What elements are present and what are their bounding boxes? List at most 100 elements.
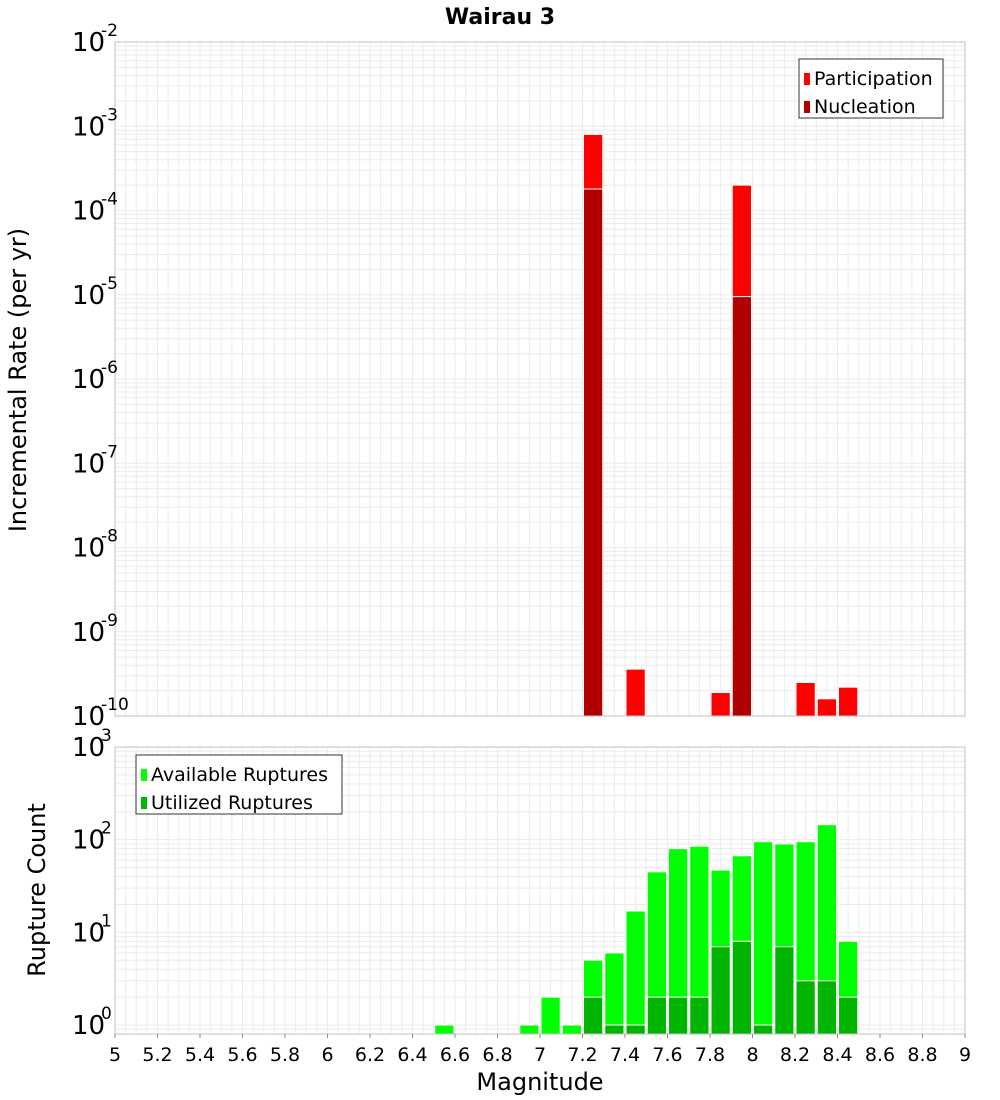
y-tick-base: 10	[72, 534, 105, 564]
x-tick-label: 6.8	[482, 1044, 512, 1066]
participation-bar	[625, 668, 646, 717]
top-plot-frame	[114, 41, 966, 717]
available-ruptures-bar	[625, 910, 646, 1035]
participation-bar	[795, 681, 816, 717]
utilized-ruptures-bar	[731, 940, 752, 1035]
x-tick-label: 6.2	[355, 1044, 385, 1066]
y-tick-base: 10	[72, 112, 105, 142]
legend-swatch	[141, 797, 147, 809]
participation-bar	[838, 686, 859, 717]
y-tick-exponent: 3	[101, 726, 112, 746]
utilized-ruptures-bar	[668, 996, 689, 1035]
top-panel: 10-210-310-410-510-610-710-810-910-10 In…	[4, 21, 966, 732]
legend-entry-label: Nucleation	[814, 96, 916, 118]
top-y-tick-labels: 10-210-310-410-510-610-710-810-910-10	[72, 21, 129, 732]
y-tick-label: 10-5	[72, 274, 118, 311]
x-tick-label: 7.2	[567, 1044, 597, 1066]
x-tick-label: 5.6	[227, 1044, 257, 1066]
x-tick-label: 8.6	[865, 1044, 895, 1066]
utilized-ruptures-bar	[838, 996, 859, 1035]
nucleation-bar	[583, 188, 604, 717]
legend-swatch	[804, 73, 810, 85]
chart-title: Wairau 3	[445, 5, 555, 30]
legend-entry-label: Available Ruptures	[151, 764, 328, 786]
available-ruptures-bar	[561, 1024, 582, 1035]
y-tick-exponent: -2	[101, 21, 118, 41]
available-ruptures-bar	[753, 841, 774, 1035]
y-tick-exponent: -6	[101, 358, 118, 378]
utilized-ruptures-bar	[604, 1024, 625, 1035]
x-tick-label: 8.2	[780, 1044, 810, 1066]
top-grid	[114, 41, 966, 717]
bottom-y-axis-label: Rupture Count	[23, 803, 51, 977]
legend-entry-label: Participation	[814, 68, 933, 90]
bottom-bars	[434, 824, 859, 1035]
x-tick-label: 6.4	[397, 1044, 427, 1066]
available-ruptures-bar	[540, 996, 561, 1035]
x-tick-label: 7.4	[610, 1044, 640, 1066]
utilized-ruptures-bar	[689, 996, 710, 1035]
x-tick-labels: 5 5.2 5.4 5.6 5.8 6 6.2 6.4 6.6 6.8 7 7.2 7.4 7.6 7.8 8…	[109, 1034, 971, 1066]
y-tick-exponent: 2	[101, 819, 112, 839]
bottom-legend: Available Ruptures Utilized Ruptures	[135, 754, 343, 815]
x-tick-label: 6	[321, 1044, 333, 1066]
y-tick-base: 10	[72, 197, 105, 227]
y-tick-label: 101	[72, 911, 112, 948]
y-tick-label: 10-3	[72, 105, 118, 142]
y-tick-label: 103	[72, 726, 112, 763]
x-axis-label: Magnitude	[476, 1068, 603, 1096]
x-tick-label: 6.6	[440, 1044, 470, 1066]
y-tick-label: 10-4	[72, 190, 118, 227]
y-tick-base: 10	[72, 702, 105, 732]
participation-bar	[816, 698, 837, 717]
legend-swatch	[804, 101, 810, 113]
participation-bar	[710, 692, 731, 717]
y-tick-base: 10	[72, 28, 105, 58]
y-tick-base: 10	[72, 365, 105, 395]
y-tick-exponent: -10	[101, 695, 129, 715]
utilized-ruptures-bar	[816, 980, 837, 1035]
utilized-ruptures-bar	[625, 1024, 646, 1035]
x-tick-label: 7.6	[652, 1044, 682, 1066]
utilized-ruptures-bar	[710, 946, 731, 1035]
y-tick-exponent: 0	[101, 1004, 112, 1024]
top-y-axis-label: Incremental Rate (per yr)	[4, 228, 32, 532]
x-tick-label: 9	[959, 1044, 971, 1066]
y-tick-base: 10	[72, 826, 105, 856]
y-tick-label: 10-9	[72, 611, 118, 648]
y-tick-exponent: -5	[101, 274, 118, 294]
utilized-ruptures-bar	[774, 946, 795, 1035]
legend-box	[798, 58, 944, 119]
legend-box	[135, 754, 343, 815]
y-tick-exponent: -3	[101, 105, 118, 125]
y-tick-base: 10	[72, 281, 105, 311]
y-tick-exponent: -7	[101, 442, 118, 462]
y-tick-base: 10	[72, 918, 105, 948]
x-tick-label: 7	[534, 1044, 546, 1066]
x-tick-label: 7.8	[695, 1044, 725, 1066]
y-tick-base: 10	[72, 1011, 105, 1041]
available-ruptures-bar	[604, 952, 625, 1035]
y-tick-label: 102	[72, 819, 112, 856]
y-tick-exponent: -9	[101, 611, 118, 631]
y-tick-label: 10-8	[72, 527, 118, 564]
available-ruptures-bar	[519, 1024, 540, 1035]
y-tick-base: 10	[72, 618, 105, 648]
y-tick-exponent: 1	[101, 911, 112, 931]
x-tick-label: 8.8	[907, 1044, 937, 1066]
legend-swatch	[141, 769, 147, 781]
nucleation-bar	[731, 296, 752, 717]
y-tick-base: 10	[72, 449, 105, 479]
legend-entry-label: Utilized Ruptures	[151, 792, 313, 814]
x-tick-label: 8	[746, 1044, 758, 1066]
y-tick-exponent: -8	[101, 527, 118, 547]
y-tick-label: 10-2	[72, 21, 118, 58]
y-tick-base: 10	[72, 733, 105, 763]
y-tick-exponent: -4	[101, 190, 118, 210]
x-tick-label: 5.8	[270, 1044, 300, 1066]
available-ruptures-bar	[434, 1024, 455, 1035]
utilized-ruptures-bar	[753, 1024, 774, 1035]
